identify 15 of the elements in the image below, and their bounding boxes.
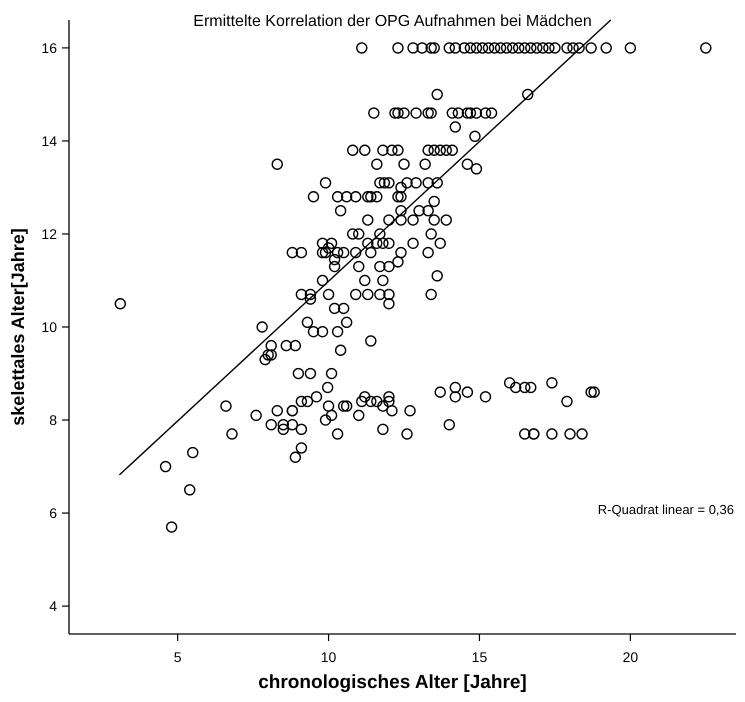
chart-title: Ermittelte Korrelation der OPG Aufnahmen bei Mädchen: [193, 13, 592, 30]
x-tick-label: 10: [320, 649, 337, 665]
x-tick-label: 5: [174, 649, 182, 665]
x-tick-label: 20: [622, 649, 638, 665]
y-axis-title: skelettales Alter[Jahre]: [8, 228, 28, 426]
y-tick-label: 14: [41, 132, 58, 149]
annotation: R-Quadrat linear = 0,36: [598, 502, 734, 517]
y-tick-label: 10: [41, 318, 58, 335]
y-tick-label: 12: [41, 226, 58, 242]
y-tick-label: 4: [49, 598, 58, 614]
x-axis-title: chronologisches Alter [Jahre]: [258, 672, 527, 693]
x-tick-label: 15: [472, 649, 488, 665]
y-tick-label: 16: [41, 40, 58, 56]
y-tick-label: 6: [49, 504, 58, 521]
y-tick-label: 8: [49, 412, 58, 428]
